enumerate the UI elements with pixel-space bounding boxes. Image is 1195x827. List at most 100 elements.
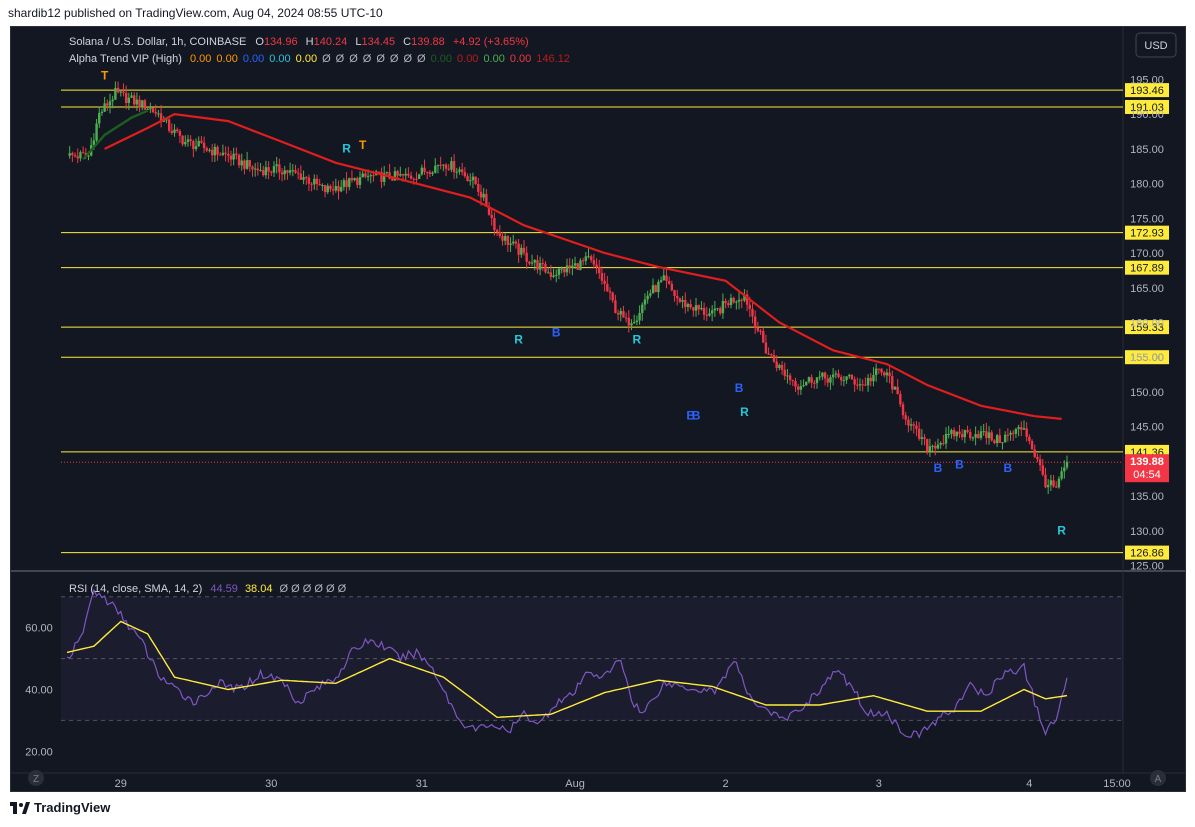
- candle-body: [170, 130, 174, 133]
- candle-body: [143, 100, 147, 110]
- candle-body: [834, 373, 838, 375]
- candle-body: [874, 368, 878, 376]
- candle-body: [479, 191, 483, 198]
- candle-body: [831, 374, 835, 378]
- candle-body: [885, 372, 889, 376]
- candle-body: [794, 381, 797, 387]
- signal-label: B: [1004, 461, 1013, 475]
- candle-body: [700, 307, 703, 310]
- publisher-caption: shardib12 published on TradingView.com, …: [8, 6, 383, 20]
- candle-body: [939, 443, 942, 445]
- candle-body: [259, 170, 262, 172]
- candle-body: [288, 170, 292, 173]
- candle-body: [264, 167, 268, 176]
- rsi-line: [66, 588, 1068, 739]
- timezone-button[interactable]: Z: [28, 770, 44, 786]
- candle-body: [299, 173, 303, 180]
- candle-body: [1022, 428, 1026, 430]
- candle-body: [649, 293, 652, 296]
- candle-body: [439, 164, 442, 166]
- candle-body: [549, 272, 553, 277]
- level-price-tag: [1125, 99, 1169, 114]
- price-tick: 170.00: [1130, 248, 1164, 260]
- candle-body: [485, 193, 488, 207]
- candle-body: [745, 294, 749, 305]
- candle-body: [232, 153, 235, 160]
- currency-button[interactable]: USD: [1135, 32, 1177, 58]
- rsi-legend[interactable]: RSI (14, close, SMA, 14, 2) 44.59 38.04 …: [69, 583, 347, 595]
- candle-body: [891, 376, 894, 390]
- signal-label: B: [552, 325, 561, 339]
- auto-scale-button[interactable]: A: [1150, 770, 1166, 786]
- candle-body: [565, 265, 569, 273]
- candle-body: [92, 140, 96, 146]
- candle-body: [463, 172, 467, 177]
- candle-body: [157, 113, 160, 115]
- candle-body: [982, 431, 985, 433]
- candle-body: [323, 184, 327, 193]
- price-tick: 175.00: [1130, 213, 1164, 225]
- candle-body: [960, 434, 964, 438]
- candle-body: [810, 377, 813, 383]
- candle-body: [552, 275, 555, 277]
- candle-body: [124, 92, 128, 104]
- candle-body: [721, 300, 725, 314]
- candle-body: [716, 308, 719, 310]
- candle-body: [342, 180, 346, 187]
- candle-body: [509, 243, 512, 245]
- candle-body: [866, 377, 870, 386]
- candle-body: [659, 280, 663, 282]
- candle-body: [990, 432, 993, 441]
- candle-body: [127, 97, 131, 104]
- price-axis: 193.46191.03172.93167.89159.33155.00141.…: [1125, 74, 1169, 573]
- candle-body: [705, 314, 708, 316]
- candle-body: [756, 328, 760, 331]
- candle-body: [197, 140, 200, 147]
- candle-body: [1041, 465, 1045, 475]
- candle-body: [764, 342, 768, 354]
- candle-body: [977, 434, 980, 439]
- candle-body: [995, 435, 999, 444]
- signal-label: R: [740, 405, 749, 419]
- indicator-legend[interactable]: Alpha Trend VIP (High) 0.00 0.00 0.00 0.00 0…: [69, 53, 570, 65]
- level-price-text: 193.46: [1130, 85, 1164, 97]
- candle-body: [474, 176, 477, 185]
- candle-body: [213, 146, 217, 156]
- candle-body: [334, 186, 338, 191]
- candle-body: [546, 272, 550, 274]
- candle-body: [657, 281, 660, 293]
- candle-body: [442, 164, 445, 166]
- candle-body: [272, 166, 276, 173]
- candle-body: [966, 430, 969, 433]
- candle-body: [240, 160, 243, 166]
- candle-body: [493, 218, 496, 231]
- candle-body: [692, 307, 695, 311]
- candle-body: [665, 275, 668, 282]
- candle-body: [821, 372, 824, 377]
- a-icon: A: [1155, 774, 1162, 785]
- candle-body: [643, 299, 647, 305]
- signal-label: R: [342, 141, 351, 155]
- candle-body: [329, 185, 332, 190]
- candle-body: [598, 267, 601, 274]
- candle-body: [482, 193, 485, 198]
- candle-body: [447, 168, 450, 170]
- candle-body: [278, 164, 281, 173]
- candle-body: [1044, 474, 1047, 488]
- candle-body: [286, 170, 289, 173]
- candle-body: [872, 375, 875, 382]
- candle-body: [216, 146, 219, 155]
- candle-body: [608, 291, 612, 293]
- candle-body: [181, 135, 184, 145]
- candle-body: [1046, 485, 1050, 488]
- price-tick: 155.00: [1130, 352, 1164, 364]
- candle-body: [307, 177, 311, 184]
- candle-body: [380, 172, 383, 182]
- candle-body: [869, 377, 872, 382]
- tradingview-logo-icon: [10, 801, 30, 814]
- candle-body: [358, 177, 362, 185]
- candle-body: [210, 149, 214, 156]
- candle-body: [428, 172, 432, 174]
